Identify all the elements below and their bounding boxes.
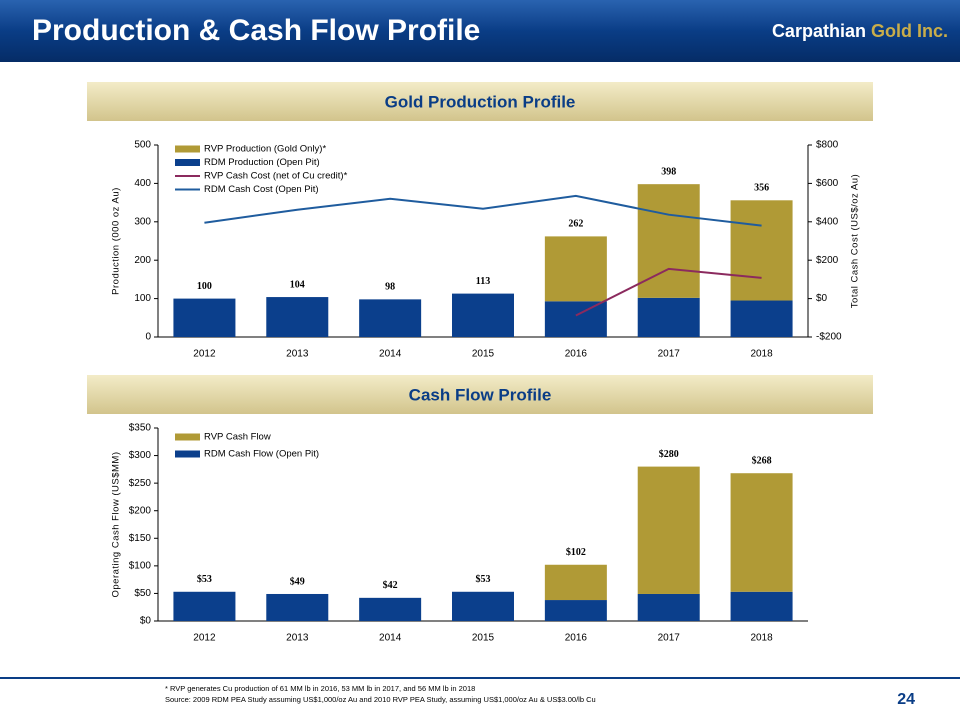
- bar-segment: [266, 593, 329, 621]
- bar-segment: [730, 300, 793, 337]
- x-tick-label: 2015: [472, 349, 495, 360]
- y2-tick-label: $800: [816, 140, 839, 151]
- total-label: $49: [290, 576, 305, 587]
- total-label: $42: [383, 580, 398, 591]
- page-number: 24: [897, 691, 915, 708]
- bar-segment: [637, 593, 700, 621]
- x-tick-label: 2012: [193, 349, 216, 360]
- y2-tick-label: $600: [816, 178, 839, 189]
- bar-segment: [544, 301, 607, 337]
- x-tick-label: 2012: [193, 633, 216, 644]
- total-label: 113: [476, 276, 490, 287]
- bar-segment: [544, 564, 607, 601]
- section-band: [87, 375, 873, 414]
- y-tick-label: $250: [129, 478, 152, 489]
- y2-axis-label: Total Cash Cost (US$/oz Au): [850, 174, 861, 308]
- total-label: 100: [197, 281, 212, 292]
- y2-tick-label: -$200: [816, 332, 842, 343]
- bar-segment: [730, 591, 793, 621]
- bar-segment: [544, 600, 607, 621]
- bar-segment: [359, 597, 422, 621]
- legend-swatch: [175, 145, 200, 153]
- y-tick-label: 300: [134, 216, 151, 227]
- y-tick-label: $200: [129, 505, 152, 516]
- total-label: $280: [659, 449, 679, 460]
- legend-swatch: [175, 159, 200, 166]
- footnote: * RVP generates Cu production of 61 MM l…: [165, 684, 475, 693]
- slide-title: Production & Cash Flow Profile: [32, 14, 480, 47]
- legend-swatch: [175, 450, 200, 458]
- x-tick-label: 2014: [379, 349, 402, 360]
- y-tick-label: 200: [134, 255, 151, 266]
- total-label: 262: [568, 219, 583, 230]
- total-label: 398: [661, 166, 676, 177]
- bar-segment: [637, 297, 700, 337]
- y-tick-label: $0: [140, 616, 152, 627]
- bar-segment: [730, 200, 793, 301]
- chart-title: Cash Flow Profile: [409, 385, 552, 404]
- legend-label: RDM Production (Open Pit): [204, 157, 320, 168]
- y-tick-label: 400: [134, 178, 151, 189]
- x-tick-label: 2013: [286, 349, 309, 360]
- total-label: 104: [290, 279, 305, 290]
- x-tick-label: 2018: [750, 633, 773, 644]
- section-band: [87, 82, 873, 121]
- y-tick-label: $300: [129, 450, 152, 461]
- x-tick-label: 2017: [658, 633, 681, 644]
- brand-accent: Gold Inc.: [871, 21, 948, 41]
- bar-segment: [173, 591, 236, 621]
- chart-title: Gold Production Profile: [385, 92, 576, 111]
- y2-tick-label: $0: [816, 293, 828, 304]
- brand: Carpathian Gold Inc.: [772, 21, 948, 41]
- y2-tick-label: $200: [816, 255, 839, 266]
- y-tick-label: 500: [134, 140, 151, 151]
- legend-label: RDM Cash Cost (Open Pit): [204, 184, 319, 195]
- x-tick-label: 2013: [286, 633, 309, 644]
- y-tick-label: $350: [129, 423, 152, 434]
- total-label: $268: [752, 456, 772, 467]
- legend-label: RDM Cash Flow (Open Pit): [204, 449, 319, 460]
- x-tick-label: 2016: [565, 349, 588, 360]
- y-tick-label: 0: [145, 332, 151, 343]
- x-tick-label: 2016: [565, 633, 588, 644]
- y-tick-label: 100: [134, 293, 151, 304]
- y-tick-label: $150: [129, 533, 152, 544]
- legend-label: RVP Production (Gold Only)*: [204, 144, 326, 155]
- bar-segment: [452, 293, 514, 337]
- legend-label: RVP Cash Cost (net of Cu credit)*: [204, 171, 348, 182]
- x-tick-label: 2014: [379, 633, 402, 644]
- x-tick-label: 2018: [750, 349, 773, 360]
- total-label: 356: [754, 183, 769, 194]
- bar-segment: [544, 236, 607, 302]
- bar-segment: [266, 297, 329, 337]
- brand-name: Carpathian: [772, 21, 866, 41]
- total-label: $53: [197, 574, 212, 585]
- bar-segment: [173, 298, 236, 337]
- header-bar: [0, 0, 960, 62]
- y2-tick-label: $400: [816, 216, 839, 227]
- bar-segment: [452, 591, 514, 621]
- line-series: [575, 267, 762, 317]
- x-tick-label: 2017: [658, 349, 681, 360]
- total-label: 98: [385, 282, 395, 293]
- legend-swatch: [175, 433, 200, 441]
- bar-segment: [637, 466, 700, 594]
- x-tick-label: 2015: [472, 633, 495, 644]
- bar-segment: [359, 299, 422, 337]
- footnote: Source: 2009 RDM PEA Study assuming US$1…: [165, 695, 596, 704]
- y-tick-label: $50: [134, 588, 151, 599]
- line-series: [204, 194, 762, 227]
- bar-segment: [730, 473, 793, 592]
- total-label: $53: [476, 574, 491, 585]
- legend-label: RVP Cash Flow: [204, 432, 271, 443]
- y-axis-label: Production (000 oz Au): [111, 187, 122, 295]
- y-axis-label: Operating Cash Flow (US$MM): [111, 451, 122, 597]
- total-label: $102: [566, 547, 586, 558]
- y-tick-label: $100: [129, 560, 152, 571]
